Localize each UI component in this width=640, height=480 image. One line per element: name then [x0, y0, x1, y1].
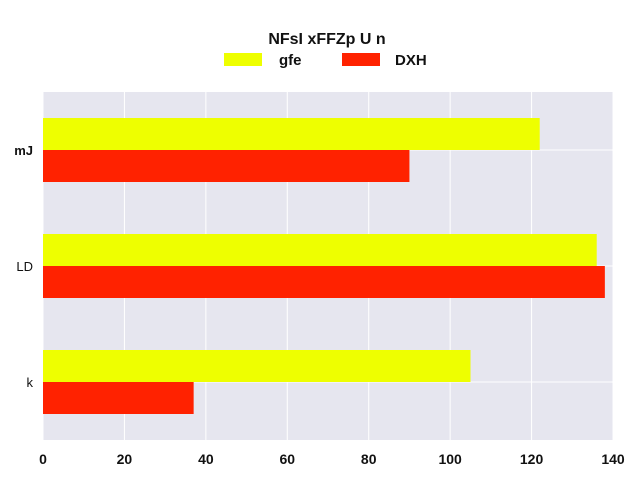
- x-axis-ticks: 0 20 40 60 80 100 120 140: [39, 451, 625, 467]
- x-tick-label: 80: [361, 451, 377, 467]
- x-tick-label: 20: [117, 451, 133, 467]
- y-tick-label: mJ: [14, 143, 33, 158]
- x-tick-label: 40: [198, 451, 214, 467]
- legend-swatch-gfe: [224, 53, 262, 66]
- chart-title: NFsI xFFZp U n: [268, 31, 385, 48]
- legend-swatch-dxh: [342, 53, 380, 66]
- legend-label-dxh: DXH: [395, 52, 427, 69]
- y-axis-ticks: mJ LD k: [14, 143, 33, 390]
- bar-gfe-mj: [43, 118, 540, 150]
- bars: [43, 118, 605, 414]
- x-tick-label: 100: [438, 451, 462, 467]
- bar-gfe-k: [43, 350, 471, 382]
- legend: gfe DXH: [224, 52, 427, 69]
- legend-label-gfe: gfe: [279, 52, 302, 69]
- bar-dxh-ld: [43, 266, 605, 298]
- x-tick-label: 60: [279, 451, 295, 467]
- x-tick-label: 140: [601, 451, 625, 467]
- bar-dxh-k: [43, 382, 194, 414]
- y-tick-label: k: [27, 375, 34, 390]
- y-tick-label: LD: [16, 259, 33, 274]
- bar-dxh-mj: [43, 150, 410, 182]
- x-tick-label: 120: [520, 451, 544, 467]
- x-tick-label: 0: [39, 451, 47, 467]
- bar-gfe-ld: [43, 234, 597, 266]
